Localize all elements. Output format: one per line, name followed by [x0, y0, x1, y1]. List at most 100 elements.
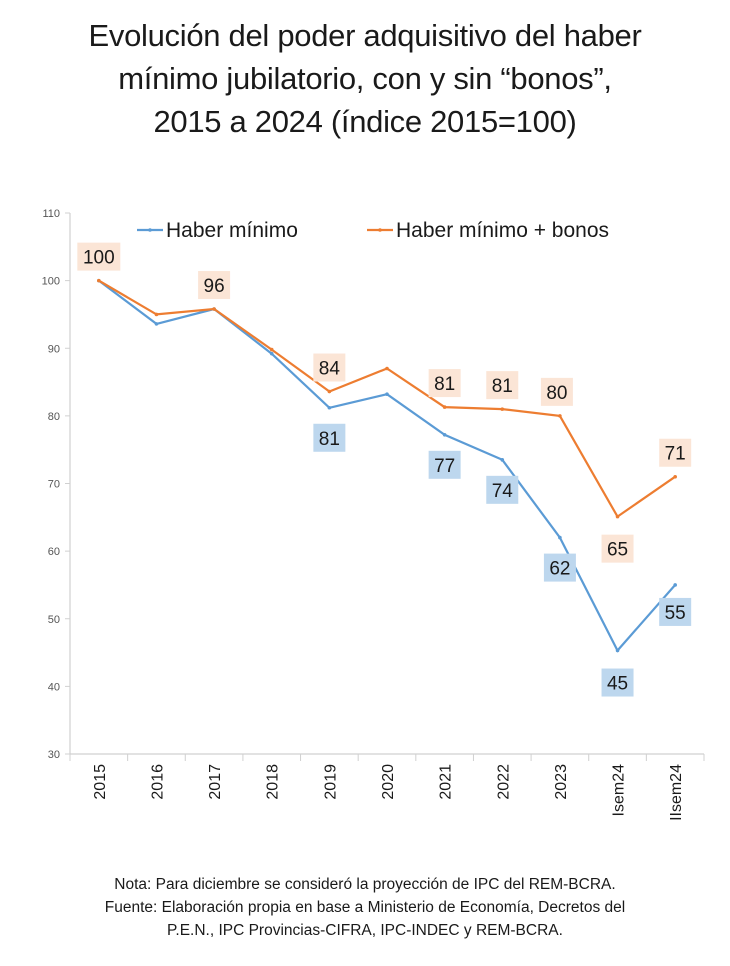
data-label-box	[659, 438, 692, 467]
data-point-0	[558, 535, 562, 540]
data-label-text: 45	[607, 674, 628, 695]
data-point-1	[327, 389, 332, 394]
legend-marker	[378, 228, 382, 232]
data-label-box	[543, 553, 576, 582]
y-tick-label: 60	[48, 546, 60, 558]
data-labels: 81 77 74 62 45 55 100 96 84 81 81 80 65 71	[77, 242, 692, 697]
x-tick-label: 2018	[265, 764, 282, 800]
data-label-box	[601, 668, 634, 697]
y-tick-label: 40	[48, 681, 60, 693]
data-label-box	[198, 271, 231, 300]
legend: Haber mínimo Haber mínimo + bonos	[137, 219, 609, 242]
data-label-box	[428, 369, 461, 398]
data-label: 80	[540, 377, 573, 406]
data-label-text: 81	[492, 376, 513, 397]
x-tick-label: 2021	[438, 764, 455, 800]
data-label-text: 80	[546, 383, 567, 404]
data-label: 71	[659, 438, 692, 467]
data-point-0	[269, 351, 274, 356]
y-tick-label: 50	[48, 614, 60, 626]
x-tick-label: 2022	[495, 764, 512, 800]
y-tick-label: 100	[42, 276, 60, 288]
title-line-2: mínimo jubilatorio, con y sin “bonos”,	[118, 61, 612, 96]
data-point-1	[97, 278, 101, 283]
data-label: 81	[313, 423, 346, 452]
x-tick-label: 2016	[149, 764, 166, 800]
legend-marker	[148, 228, 152, 232]
data-point-1	[558, 414, 562, 418]
data-label-text: 55	[665, 603, 686, 624]
data-label-box	[601, 534, 634, 563]
title-line-3: 2015 a 2024 (índice 2015=100)	[153, 104, 577, 139]
source-line-1: Fuente: Elaboración propia en base a Min…	[104, 899, 626, 916]
data-point-0	[154, 322, 159, 326]
data-point-1	[500, 407, 505, 411]
x-tick-label: 2023	[553, 764, 570, 800]
data-point-1	[212, 307, 216, 311]
title-line-1: Evolución del poder adquisitivo del habe…	[88, 18, 642, 53]
x-tick-label: IIsem24	[668, 764, 685, 821]
data-label: 74	[486, 475, 519, 504]
data-label-box	[486, 475, 519, 504]
data-label-text: 100	[83, 248, 115, 269]
x-tick-label: 2015	[92, 764, 109, 800]
data-label-box	[540, 377, 573, 406]
data-label: 84	[313, 353, 346, 382]
data-label-text: 81	[319, 429, 340, 450]
legend-item-0: Haber mínimo	[137, 219, 298, 242]
data-label-text: 62	[549, 559, 570, 580]
series-lines	[97, 278, 677, 653]
chart-title: Evolución del poder adquisitivo del habe…	[0, 14, 730, 143]
data-label-box	[77, 242, 121, 271]
data-point-0	[500, 458, 505, 462]
data-label-text: 96	[204, 276, 225, 297]
y-tick-label: 80	[48, 411, 60, 423]
data-point-1	[269, 347, 274, 352]
y-tick-label: 70	[48, 479, 60, 491]
data-label-text: 81	[434, 374, 455, 395]
data-label-text: 84	[319, 359, 341, 380]
chart-notes: Nota: Para diciembre se consideró la pro…	[0, 873, 730, 942]
source-line-2: P.E.N., IPC Provincias-CIFRA, IPC-INDEC …	[167, 922, 563, 939]
data-point-1	[442, 405, 447, 409]
data-label: 77	[428, 450, 461, 479]
data-point-1	[385, 366, 389, 371]
data-label: 62	[543, 553, 576, 582]
x-tick-label: 2017	[207, 764, 224, 800]
data-label: 81	[428, 369, 461, 398]
data-label-box	[428, 450, 461, 479]
data-label-box	[659, 597, 692, 626]
x-tick-label: 2019	[322, 764, 339, 800]
x-tick-label: Isem24	[611, 764, 628, 817]
data-label: 81	[486, 371, 519, 400]
data-point-1	[615, 514, 620, 519]
x-tick-label: 2020	[380, 764, 397, 800]
data-point-0	[385, 392, 389, 397]
data-label-text: 65	[607, 540, 628, 561]
legend-label: Haber mínimo	[166, 219, 298, 242]
data-point-0	[442, 433, 447, 437]
data-label: 55	[659, 597, 692, 626]
data-point-0	[615, 648, 620, 653]
data-label: 100	[77, 242, 121, 271]
data-label-text: 74	[492, 481, 514, 502]
data-label-text: 77	[434, 456, 455, 477]
data-label: 96	[198, 271, 231, 300]
data-label-box	[313, 423, 346, 452]
y-tick-label: 90	[48, 343, 60, 355]
y-tick-label: 110	[42, 208, 60, 220]
data-point-1	[673, 474, 677, 479]
legend-label: Haber mínimo + bonos	[396, 219, 609, 242]
legend-item-1: Haber mínimo + bonos	[367, 219, 609, 242]
data-label-box	[486, 371, 519, 400]
note-line: Nota: Para diciembre se consideró la pro…	[114, 876, 616, 893]
axes: 30 40 50 60 70 80 90 100 110 2015 2016 2017 2018 2019…	[42, 208, 705, 821]
data-label-box	[313, 353, 346, 382]
data-label: 45	[601, 668, 634, 697]
data-point-0	[673, 583, 677, 587]
data-label-text: 71	[665, 444, 686, 465]
data-label: 65	[601, 534, 634, 563]
data-point-0	[327, 405, 332, 410]
data-point-1	[154, 312, 159, 317]
